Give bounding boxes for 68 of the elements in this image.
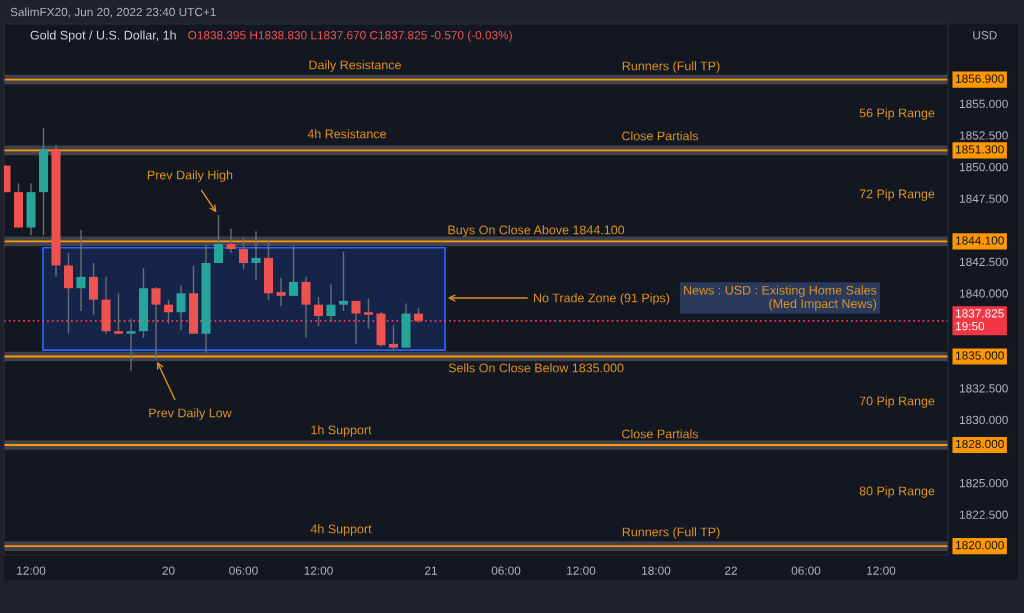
y-tick-label: 1825.000: [960, 478, 1008, 488]
annotation: 80 Pip Range: [859, 486, 935, 498]
candlestick: [64, 252, 73, 335]
x-tick-label: 22: [725, 566, 737, 575]
x-tick-label: 06:00: [791, 566, 821, 575]
ref-line-label: 1851.300: [955, 145, 1004, 154]
text: O1838.395 H1838.830 L1837.670 C1837.825 -0.570 (-0.03%): [188, 30, 512, 42]
y-tick-label: 1842.500: [960, 257, 1008, 267]
ref-line-label: 1844.100: [955, 236, 1004, 245]
candlestick: [214, 214, 223, 264]
candlestick: [276, 277, 286, 307]
candlestick: [339, 250, 348, 312]
candlestick: [251, 230, 261, 281]
x-tick-label: 12:00: [867, 566, 896, 575]
candlestick: [151, 286, 161, 360]
candlestick: [314, 296, 323, 327]
y-tick-label: 1840.000: [960, 289, 1008, 298]
annotation: 72 Pip Range: [859, 189, 935, 201]
candlestick: [364, 297, 373, 330]
candlestick: [301, 276, 311, 339]
candlestick: [164, 298, 173, 325]
annotation: Runners (Full TP): [622, 61, 720, 73]
annotation: Prev Daily High: [147, 170, 233, 182]
annotation: Close Partials: [622, 131, 699, 141]
candlestick: [351, 300, 361, 345]
candlestick: [239, 236, 248, 270]
y-tick-label: 1850.000: [960, 162, 1008, 172]
ref-line-label: 1828.000: [955, 439, 1004, 449]
annotation: Close Partials: [622, 429, 699, 439]
x-tick-label: 12:00: [567, 566, 596, 575]
annotation: 1h Support: [311, 425, 372, 437]
annotation: News : USD : Existing Home Sales (Med Impact News): [684, 285, 877, 311]
x-tick-label: 21: [425, 566, 437, 575]
annotation: Prev Daily Low: [149, 408, 232, 420]
x-tick-label: 20: [162, 566, 175, 575]
annotation: 4h Resistance: [307, 129, 387, 139]
x-tick-label: 18:00: [642, 566, 671, 575]
ref-line-label: 1820.000: [955, 540, 1004, 550]
ref-line-label: 1837.825 19:50: [955, 309, 1004, 331]
ref-line-label: 1835.000: [955, 351, 1004, 360]
annotation: No Trade Zone (91 Pips): [534, 293, 670, 305]
annotation: Runners (Full TP): [622, 527, 720, 539]
x-tick-label: 12:00: [304, 566, 333, 575]
candlestick: [76, 229, 86, 312]
annotation: Daily Resistance: [309, 60, 401, 72]
y-tick-label: 1855.000: [960, 99, 1008, 109]
annotation: Buys On Close Above 1844.100: [448, 225, 625, 237]
chart-title: Gold Spot / U.S. Dollar, 1h: [30, 30, 176, 43]
text: SalimFX20, Jun 20, 2022 23:40 UTC+1: [10, 7, 216, 18]
candlestick: [289, 244, 298, 297]
y-tick-label: 1832.500: [960, 384, 1008, 393]
y-tick-label: 1847.500: [960, 194, 1008, 203]
x-tick-label: 06:00: [491, 566, 521, 575]
annotation: 70 Pip Range: [859, 396, 935, 408]
annotation: 56 Pip Range: [859, 108, 935, 120]
candlestick: [126, 317, 136, 372]
x-tick-label: 06:00: [229, 566, 258, 575]
annotation: 4h Support: [310, 524, 372, 536]
annotation: Sells On Close Below 1835.000: [448, 363, 624, 373]
ref-line-label: 1856.900: [955, 74, 1004, 83]
y-axis-title: USD: [973, 31, 997, 40]
y-tick-label: 1852.500: [960, 131, 1008, 140]
candlestick: [389, 324, 398, 351]
y-tick-label: 1822.500: [960, 510, 1008, 519]
y-tick-label: 1830.000: [960, 415, 1008, 425]
candlestick: [89, 262, 98, 316]
candlestick: [114, 292, 123, 335]
x-tick-label: 12:00: [17, 566, 46, 575]
